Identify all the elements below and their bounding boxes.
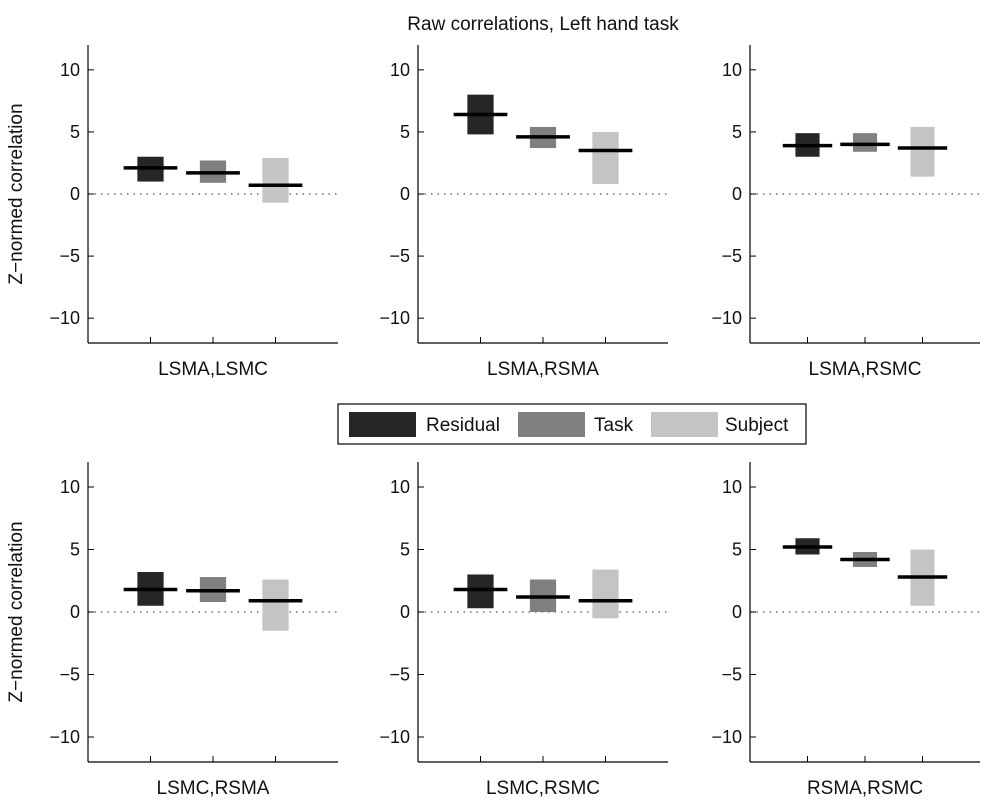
box-subject (592, 569, 619, 619)
y-tick-label: −5 (389, 246, 410, 266)
y-tick-label: 0 (70, 602, 80, 622)
y-tick-label: 10 (390, 477, 410, 497)
y-tick-label: 10 (722, 477, 742, 497)
y-tick-label: 5 (400, 122, 410, 142)
panel-4: 10 5 0 −5 −10 LSMC,RSMA Z−normed correlation (6, 462, 338, 799)
y-tick-label: 10 (60, 477, 80, 497)
panel-2: 10 5 0 −5 −10 LSMA,RSMA (379, 45, 668, 380)
y-axis-label: Z−normed correlation (6, 521, 27, 702)
y-tick-label: −10 (49, 727, 80, 747)
panel-6: 10 5 0 −5 −10 RSMA,RSMC (711, 462, 980, 799)
legend-label-residual: Residual (426, 415, 500, 436)
legend-label-task: Task (594, 415, 634, 436)
y-tick-label: 10 (722, 60, 742, 80)
y-tick-label: −5 (59, 246, 80, 266)
box-task (852, 133, 878, 152)
y-tick-label: −10 (379, 308, 410, 328)
y-tick-label: 10 (390, 60, 410, 80)
box-subject (262, 579, 289, 631)
y-axis-label: Z−normed correlation (6, 103, 27, 284)
box-subject (262, 157, 289, 203)
y-tick-label: −10 (379, 727, 410, 747)
legend-swatch-residual (349, 412, 416, 437)
box-subject (910, 126, 935, 177)
panel-5: 10 5 0 −5 −10 LSMC,RSMC (379, 462, 668, 799)
y-tick-label: 5 (70, 122, 80, 142)
panel-3: 10 5 0 −5 −10 LSMA,RSMC (711, 45, 980, 380)
y-tick-label: −10 (711, 308, 742, 328)
y-tick-label: 0 (70, 184, 80, 204)
y-tick-label: −5 (721, 665, 742, 685)
y-tick-label: −10 (49, 308, 80, 328)
legend-label-subject: Subject (725, 415, 789, 436)
y-tick-label: 0 (732, 602, 742, 622)
y-tick-label: 5 (732, 122, 742, 142)
y-tick-label: −5 (59, 665, 80, 685)
y-tick-label: 5 (70, 540, 80, 560)
legend: Residual Task Subject (337, 403, 807, 445)
x-axis-label: RSMA,RSMC (807, 778, 923, 799)
x-axis-label: LSMC,RSMC (486, 778, 600, 799)
x-axis-label: LSMA,LSMC (158, 359, 268, 380)
x-axis-label: LSMA,RSMC (809, 359, 922, 380)
y-tick-label: 0 (400, 602, 410, 622)
legend-swatch-subject (651, 412, 718, 437)
y-tick-label: −5 (721, 246, 742, 266)
panel-1: 10 5 0 −5 −10 LSMA,LSMC Z−normed correlation (6, 45, 338, 380)
legend-swatch-task (518, 412, 585, 437)
y-tick-label: −10 (711, 727, 742, 747)
box-subject (592, 131, 619, 185)
y-tick-label: −5 (389, 665, 410, 685)
y-tick-label: 10 (60, 60, 80, 80)
y-tick-label: 5 (732, 540, 742, 560)
y-tick-label: 0 (732, 184, 742, 204)
box-residual (467, 574, 494, 609)
x-axis-label: LSMC,RSMA (157, 778, 270, 799)
y-tick-label: 0 (400, 184, 410, 204)
figure-title: Raw correlations, Left hand task (407, 14, 679, 35)
x-axis-label: LSMA,RSMA (487, 359, 599, 380)
y-tick-label: 5 (400, 540, 410, 560)
